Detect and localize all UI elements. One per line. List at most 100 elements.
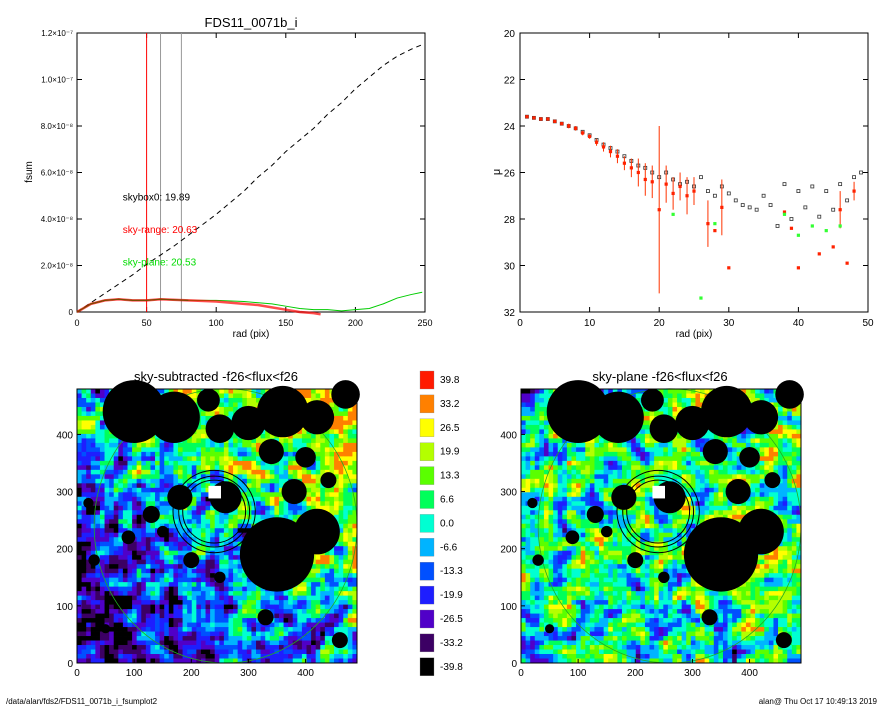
heatmap-cell [320, 609, 326, 614]
heatmap-cell [297, 595, 303, 601]
heatmap-cell [81, 550, 87, 556]
heatmap-cell [187, 393, 193, 399]
heatmap-cell [205, 645, 211, 650]
heatmap-cell [338, 528, 344, 534]
heatmap-cell [233, 546, 239, 552]
heatmap-cell [329, 613, 335, 619]
heatmap-cell [104, 514, 110, 520]
heatmap-cell [145, 645, 151, 650]
heatmap-cell [205, 519, 211, 525]
heatmap-cell [329, 555, 335, 561]
heatmap-cell [132, 460, 138, 466]
heatmap-cell [191, 501, 197, 507]
heatmap-cell [77, 492, 82, 498]
heatmap-cell [113, 460, 119, 466]
heatmap-cell [278, 600, 284, 606]
heatmap-cell [168, 523, 174, 529]
heatmap-cell [233, 609, 239, 614]
heatmap-cell [338, 411, 344, 417]
heatmap-cell [521, 451, 526, 457]
heatmap-cell [265, 622, 271, 628]
heatmap-cell [288, 451, 294, 457]
heatmap-cell [223, 550, 229, 556]
heatmap-cell [311, 478, 317, 484]
heatmap-cell [278, 604, 284, 610]
heatmap-cell [164, 622, 170, 628]
heatmap-cell [173, 519, 179, 525]
heatmap-cell [95, 564, 101, 570]
heatmap-cell [223, 618, 229, 623]
heatmap-cell [301, 631, 307, 637]
heatmap-cell [113, 487, 119, 493]
heatmap-cell [182, 609, 188, 614]
heatmap-cell [265, 627, 271, 632]
heatmap-cell [77, 537, 82, 543]
heatmap-cell [324, 604, 330, 610]
heatmap-cell [329, 460, 335, 466]
heatmap-cell [168, 604, 174, 610]
heatmap-cell [145, 640, 151, 646]
heatmap-cell [686, 451, 692, 457]
heatmap-cell [118, 505, 124, 511]
heatmap-cell [334, 618, 340, 623]
heatmap-cell [127, 519, 133, 525]
heatmap-cell [219, 631, 225, 637]
heatmap-cell [759, 451, 765, 457]
heatmap-cell [86, 550, 92, 556]
heatmap-cell [237, 658, 243, 664]
heatmap-cell [182, 568, 188, 574]
x-tick-label: 40 [793, 318, 805, 329]
y-tick-label: 28 [504, 215, 516, 226]
heatmap-cell [654, 411, 660, 417]
heatmap-cell [99, 582, 105, 588]
heatmap-cell [521, 411, 526, 417]
heatmap-cell [530, 442, 536, 448]
heatmap-cell [288, 613, 294, 619]
heatmap-cell [644, 447, 650, 453]
heatmap-cell [329, 573, 335, 579]
heatmap-cell [150, 564, 156, 570]
heatmap-cell [256, 636, 262, 641]
heatmap-cell [311, 582, 317, 588]
heatmap-cell [214, 456, 220, 462]
heatmap-cell [233, 447, 239, 453]
heatmap-cell [334, 415, 340, 421]
heatmap-cell [122, 483, 128, 489]
heatmap-cell [557, 456, 563, 462]
heatmap-cell [200, 622, 206, 628]
heatmap-cell [90, 532, 96, 538]
heatmap-cell [237, 528, 243, 534]
heatmap-cell [210, 573, 216, 579]
heatmap-cell [269, 510, 275, 516]
heatmap-cell [548, 442, 554, 448]
heatmap-cell [288, 510, 294, 516]
heatmap-cell [159, 460, 165, 466]
heatmap-cell [750, 393, 756, 399]
heatmap-cell [187, 595, 193, 601]
heatmap-cell [99, 631, 105, 637]
heatmap-cell [196, 469, 202, 475]
heatmap-cell [136, 532, 142, 538]
heatmap-cell [200, 600, 206, 606]
heatmap-cell [95, 618, 101, 623]
heatmap-cell [782, 406, 788, 412]
heatmap-cell [667, 397, 673, 403]
heatmap-cell [251, 600, 257, 606]
data-point-black [803, 205, 808, 210]
heatmap-cell [150, 442, 156, 448]
heatmap-cell [320, 582, 326, 588]
heatmap-cell [136, 456, 142, 462]
heatmap-cell [265, 640, 271, 646]
heatmap-cell [796, 433, 802, 439]
heatmap-cell [301, 640, 307, 646]
heatmap-cell [288, 654, 294, 659]
heatmap-cell [104, 492, 110, 498]
heatmap-cell [81, 460, 87, 466]
heatmap-cell [141, 627, 147, 632]
heatmap-cell [200, 586, 206, 592]
heatmap-cell [173, 451, 179, 457]
heatmap-cell [343, 424, 349, 430]
heatmap-cell [681, 442, 687, 448]
heatmap-cell [99, 465, 105, 471]
heatmap-cell [196, 645, 202, 650]
